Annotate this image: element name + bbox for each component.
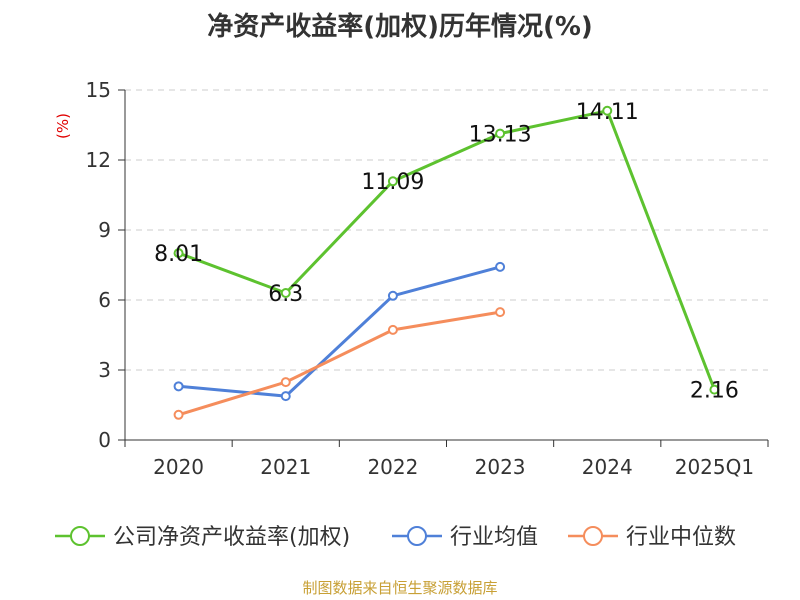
y-tick-label: 0 — [98, 428, 111, 452]
series-line — [178, 265, 501, 398]
data-labels: 8.01 6.3 11.09 13.13 14.11 2.16 — [154, 100, 739, 404]
y-tick-label: 9 — [98, 218, 111, 242]
data-point — [280, 391, 291, 402]
legend-label: 公司净资产收益率(加权) — [113, 525, 350, 550]
legend-marker — [583, 526, 603, 546]
data-point — [709, 384, 720, 395]
chart-title: 净资产收益率(加权)历年情况(%) — [207, 12, 593, 42]
axes: 0 3 6 9 12 15 2020 2021 2022 2023 2024 2025Q1 — [86, 78, 769, 479]
data-point — [173, 381, 184, 392]
source-note: 制图数据来自恒生聚源数据库 — [302, 579, 498, 597]
legend-marker — [70, 526, 90, 546]
data-point — [173, 409, 184, 420]
x-tick-label: 2021 — [260, 455, 311, 479]
legend: 公司净资产收益率(加权) 行业均值 行业中位数 — [55, 525, 736, 550]
data-point — [387, 176, 398, 187]
data-point — [280, 377, 291, 388]
data-point — [173, 248, 184, 259]
data-label: 2.16 — [690, 379, 739, 404]
y-axis-unit-label: (%) — [54, 113, 72, 139]
data-point — [280, 288, 291, 298]
data-point — [495, 261, 506, 272]
legend-marker — [407, 526, 427, 546]
y-tick-label: 15 — [86, 78, 111, 102]
x-tick-label: 2025Q1 — [675, 455, 754, 479]
x-tick-label: 2020 — [153, 455, 204, 479]
x-tick-label: 2023 — [475, 455, 526, 479]
data-label: 14.11 — [576, 100, 639, 125]
data-label: 8.01 — [154, 242, 203, 267]
grid-lines — [125, 89, 768, 371]
data-label: 6.3 — [268, 282, 303, 307]
data-point — [387, 324, 398, 335]
y-tick-label: 3 — [98, 358, 111, 382]
series-layer — [173, 105, 720, 420]
y-tick-label: 6 — [98, 288, 111, 312]
series-line — [178, 310, 501, 417]
x-tick-label: 2022 — [367, 455, 418, 479]
data-label: 11.09 — [361, 170, 424, 195]
y-tick-label: 12 — [86, 148, 111, 172]
legend-label: 行业均值 — [450, 525, 538, 550]
data-point — [602, 105, 613, 116]
legend-label: 行业中位数 — [626, 525, 736, 550]
series-line — [178, 109, 716, 391]
data-label: 13.13 — [469, 123, 532, 148]
x-tick-label: 2024 — [582, 455, 633, 479]
data-point — [495, 307, 506, 318]
data-point — [495, 128, 506, 139]
data-point — [387, 290, 398, 301]
